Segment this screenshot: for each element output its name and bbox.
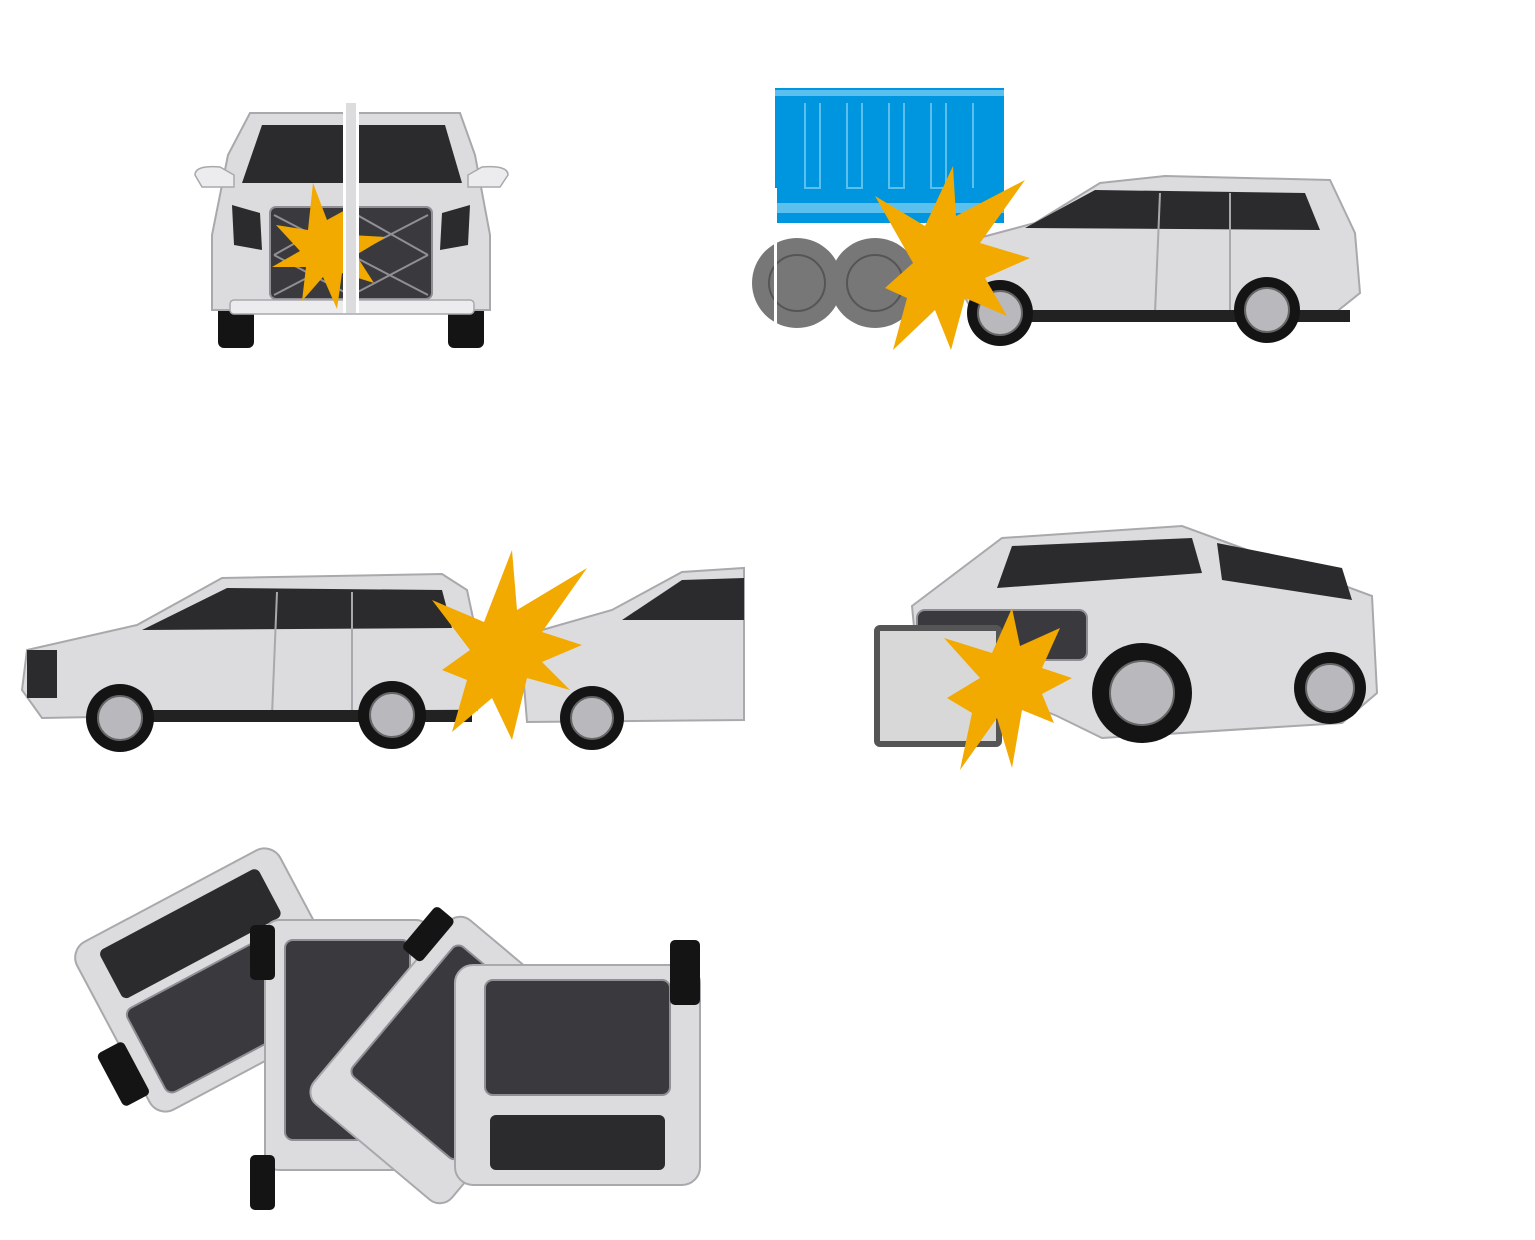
truck-wheel: [830, 238, 920, 328]
side-windows: [142, 588, 452, 630]
second-car-window: [622, 578, 744, 620]
truck-wheel-rim: [768, 254, 826, 312]
rollover-icon: [74, 847, 701, 1210]
impact-star: [875, 166, 1030, 350]
side-windows: [1025, 190, 1320, 230]
impact-star: [432, 550, 587, 740]
rollover-panel: [60, 847, 740, 1215]
wheel-rim: [369, 692, 415, 738]
door-line: [1154, 192, 1161, 314]
wheel-rim: [1244, 287, 1290, 333]
headlight: [27, 650, 57, 698]
clip-edge: [774, 188, 777, 338]
truck-underride-impact-panel: [752, 88, 1375, 358]
frontal-pole-impact-panel: [190, 95, 520, 355]
wheel-rim: [1109, 660, 1175, 726]
truck-wheel: [752, 238, 842, 328]
truck-trailer-stripe: [775, 90, 1004, 96]
impact-star: [944, 608, 1072, 770]
pole-edge: [346, 103, 356, 313]
wheel-rim: [97, 695, 143, 741]
rear-end-collision-icon: [20, 550, 745, 752]
truck-ribs: [804, 103, 974, 189]
door-line: [271, 591, 278, 716]
windshield: [997, 538, 1202, 588]
truck-collision-icon: [752, 88, 1362, 350]
headlight: [440, 205, 470, 250]
headlight: [232, 205, 262, 250]
front-pole-collision-icon: [194, 103, 509, 348]
offset-barrier-impact-panel: [872, 518, 1387, 773]
wheel-rim: [1305, 663, 1355, 713]
barrier-collision-icon: [874, 524, 1379, 770]
wheel-rim: [570, 696, 614, 740]
mirror: [467, 165, 509, 188]
mirror: [194, 165, 235, 188]
side-windows: [1217, 543, 1352, 600]
rear-end-impact-panel: [20, 550, 745, 760]
rollover-car-4: [454, 940, 701, 1186]
